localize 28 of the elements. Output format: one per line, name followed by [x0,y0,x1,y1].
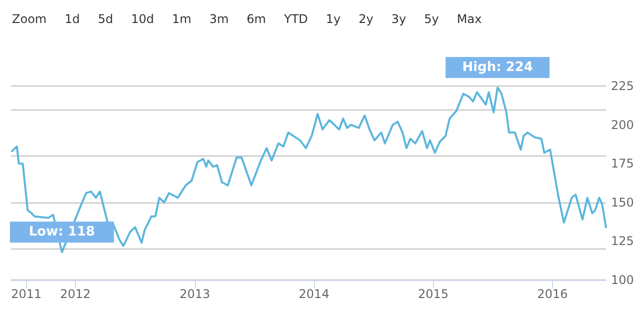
text: Max [456,12,482,28]
text: 10d [131,12,154,28]
y-tick-label: 200 [611,118,634,132]
x-tick-label: 2014 [298,287,330,301]
y-tick-label: 175 [611,156,634,171]
x-tick-label: 2011 [11,287,42,301]
line-series [10,86,607,254]
text: 5y [424,12,439,28]
y-tick-label: 125 [611,234,634,248]
text: 1y [326,12,341,28]
text: 5d [98,12,114,28]
text: 6m [246,12,266,28]
annotation: High: 224 [462,60,533,76]
text: YTD [284,12,308,28]
x-tick-label: 2013 [180,287,210,301]
text: 3m [209,12,229,28]
text: 1d [64,12,80,28]
x-tick-label: 2015 [418,287,449,301]
y-tick-label: 225 [611,79,634,93]
x-tick-label: 2012 [60,287,91,301]
annotation: Low: 118 [28,224,95,240]
y-tick-label: 100 [611,273,634,287]
text: 3y [391,12,406,28]
x-tick-label: 2016 [537,287,568,301]
text: 2y [358,12,374,28]
text: 1m [172,12,192,28]
y-tick-label: 150 [611,195,634,210]
text: Zoom [12,12,47,28]
